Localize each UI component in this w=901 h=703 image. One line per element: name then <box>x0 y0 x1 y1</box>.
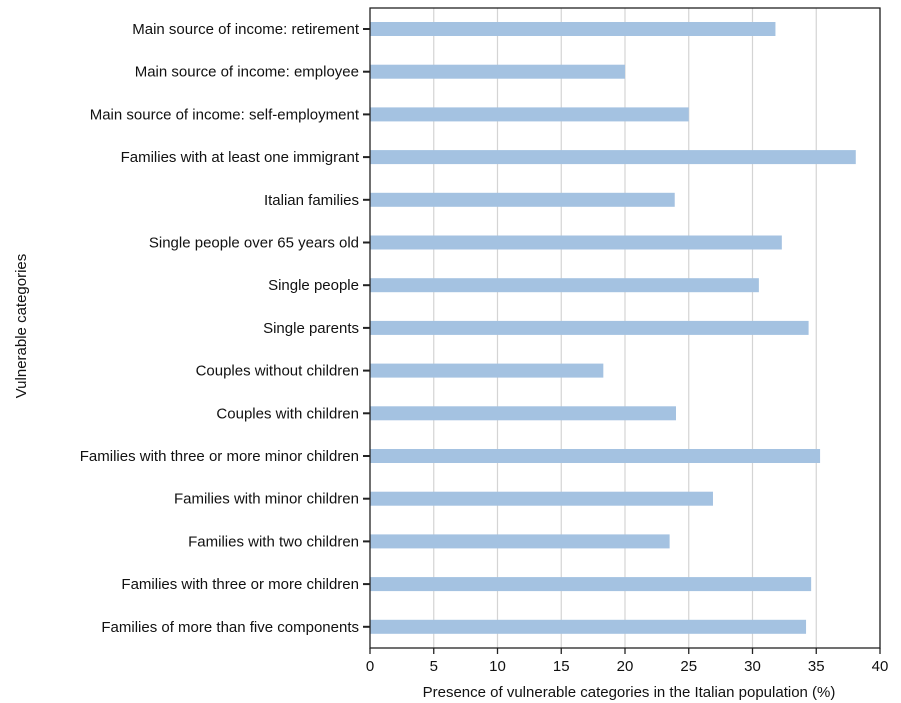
x-tick-label: 25 <box>680 658 697 675</box>
y-tick-label: Italian families <box>264 192 359 209</box>
y-tick-label: Families with three or more minor childr… <box>80 448 359 465</box>
y-tick-label: Main source of income: retirement <box>132 21 360 38</box>
y-tick-label: Families of more than five components <box>101 619 359 636</box>
y-tick-label: Single people over 65 years old <box>149 235 359 252</box>
bar <box>370 320 809 335</box>
x-axis-title: Presence of vulnerable categories in the… <box>423 684 836 701</box>
x-tick-label: 0 <box>366 658 374 675</box>
bar <box>370 619 807 634</box>
y-tick-label: Main source of income: self-employment <box>90 106 360 123</box>
y-tick-label: Families with minor children <box>174 491 359 508</box>
y-tick-label: Families with three or more children <box>121 576 359 593</box>
tick-labels: Main source of income: retirement Main so… <box>80 21 889 675</box>
bar <box>370 22 776 36</box>
x-tick-label: 5 <box>430 658 438 675</box>
y-tick-label: Single people <box>268 277 359 294</box>
bar <box>370 64 625 79</box>
bar <box>370 534 670 549</box>
y-axis-title: Vulnerable categories <box>13 254 30 399</box>
y-tick-label: Families with at least one immigrant <box>121 149 360 166</box>
bar <box>370 577 812 592</box>
bar <box>370 449 821 463</box>
bar <box>370 406 676 421</box>
bar <box>370 235 782 250</box>
axes <box>363 7 881 654</box>
x-tick-label: 30 <box>744 658 761 675</box>
y-tick-label: Single parents <box>263 320 359 337</box>
bar <box>370 192 675 207</box>
y-tick-label: Couples without children <box>196 363 359 380</box>
bars <box>370 22 856 634</box>
bar <box>370 107 689 122</box>
x-tick-label: 35 <box>808 658 825 675</box>
x-tick-label: 20 <box>617 658 634 675</box>
y-tick-label: Main source of income: employee <box>135 64 359 81</box>
bar <box>370 278 759 293</box>
x-tick-label: 40 <box>872 658 889 675</box>
bar <box>370 491 713 506</box>
bar <box>370 150 856 165</box>
bar <box>370 363 604 378</box>
x-tick-label: 15 <box>553 658 570 675</box>
x-tick-label: 10 <box>489 658 506 675</box>
y-tick-label: Couples with children <box>216 405 359 422</box>
y-tick-label: Families with two children <box>188 533 359 550</box>
